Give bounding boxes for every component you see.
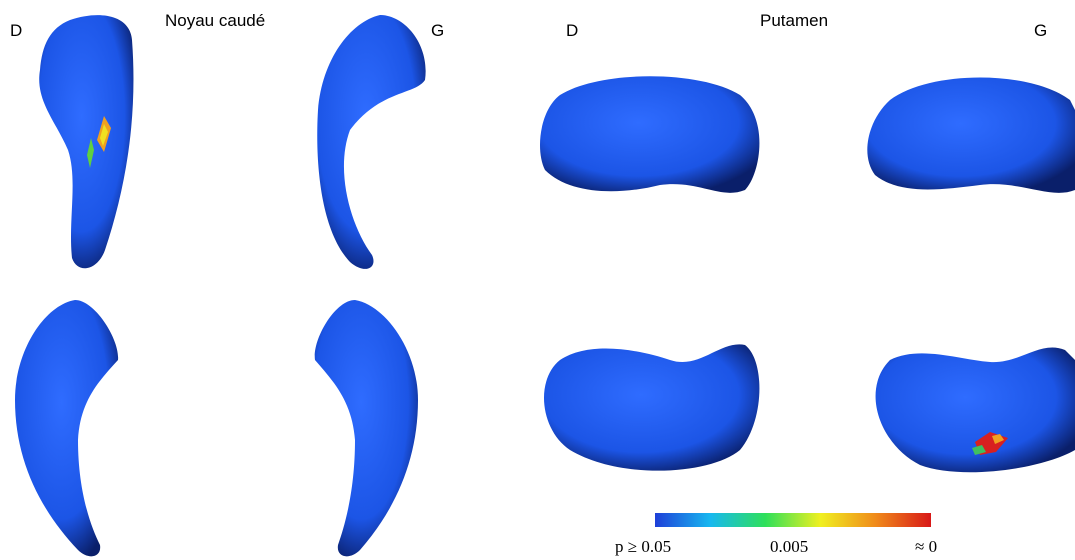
colorbar-label: p ≥ 0.05 [615, 537, 671, 556]
putamen-shapes [540, 76, 1075, 472]
side-label: D [10, 21, 22, 40]
caudate-top-left-hemisphere [317, 15, 425, 269]
panel-title: Putamen [760, 11, 828, 30]
colorbar [655, 513, 931, 527]
figure: D Noyau caudé G D Putamen G p ≥ 0.05 0.0… [0, 0, 1075, 560]
panel-title: Noyau caudé [165, 11, 265, 30]
caudate-shapes [15, 15, 426, 556]
side-label: G [1034, 21, 1047, 40]
caudate-bottom-right-hemisphere [15, 300, 118, 556]
putamen-top-left-hemisphere [867, 78, 1075, 193]
colorbar-label: ≈ 0 [915, 537, 937, 556]
side-label: G [431, 21, 444, 40]
colorbar-label: 0.005 [770, 537, 808, 556]
caudate-bottom-left-hemisphere [315, 300, 418, 556]
putamen-top-right-hemisphere [540, 76, 759, 193]
caudate-top-right-hemisphere [39, 15, 133, 268]
putamen-bottom-right-hemisphere [544, 344, 759, 470]
side-label: D [566, 21, 578, 40]
